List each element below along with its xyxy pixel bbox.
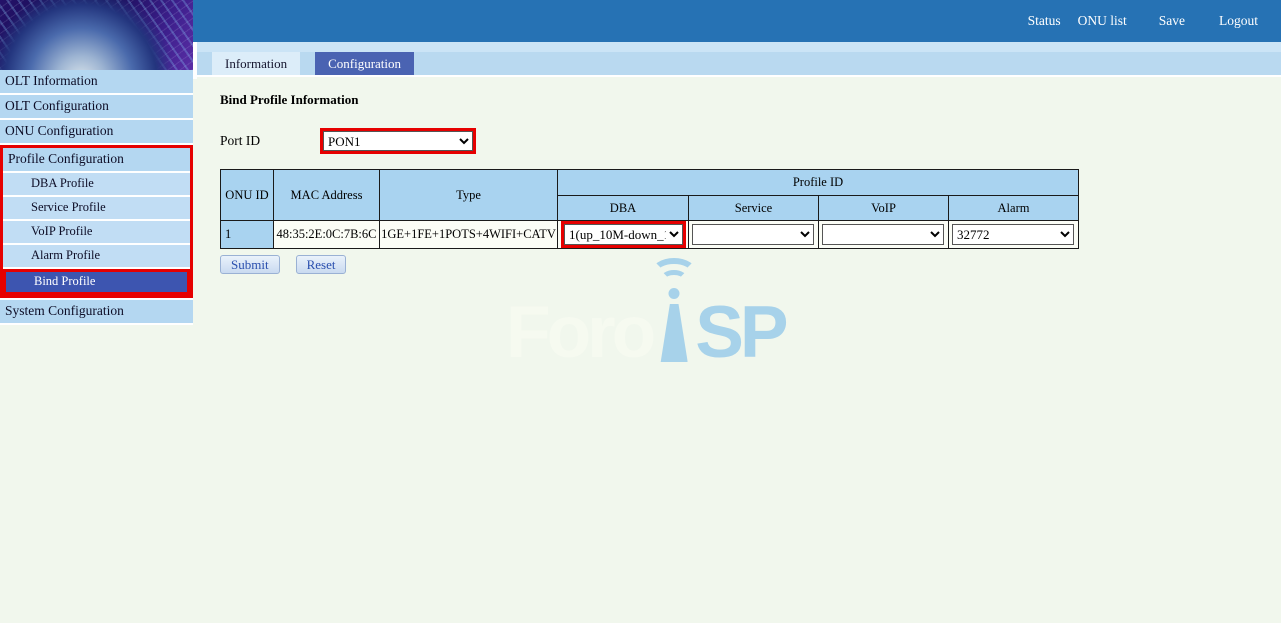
col-header-dba: DBA bbox=[557, 195, 689, 221]
sidebar-item-alarm-profile[interactable]: Alarm Profile bbox=[3, 245, 190, 267]
port-id-select[interactable]: PON1 bbox=[323, 131, 473, 151]
save-link[interactable]: Save bbox=[1158, 13, 1185, 28]
sidebar-item-profile-configuration[interactable]: Profile Configuration bbox=[3, 148, 190, 171]
sidebar-nav: OLT Information OLT Configuration ONU Co… bbox=[0, 70, 193, 325]
sidebar-item-olt-information[interactable]: OLT Information bbox=[0, 70, 193, 93]
dba-profile-select[interactable]: 1(up_10M-down_10 bbox=[564, 224, 683, 245]
globe-logo-image bbox=[0, 0, 193, 70]
status-link[interactable]: Status bbox=[1027, 13, 1061, 28]
col-header-service: Service bbox=[688, 195, 819, 221]
sidebar-item-service-profile[interactable]: Service Profile bbox=[3, 197, 190, 219]
sidebar-item-bind-profile[interactable]: Bind Profile bbox=[3, 269, 190, 295]
form-buttons: Submit Reset bbox=[220, 255, 1281, 274]
bind-profile-table: ONU ID MAC Address Type Profile ID DBA S… bbox=[220, 169, 1079, 249]
alarm-profile-select[interactable]: 32772 bbox=[952, 224, 1074, 245]
profile-configuration-highlight-box: Profile Configuration DBA Profile Servic… bbox=[0, 145, 193, 298]
reset-button[interactable]: Reset bbox=[295, 255, 347, 274]
col-header-onu-id: ONU ID bbox=[220, 169, 274, 221]
page-title: Bind Profile Information bbox=[220, 92, 359, 107]
service-profile-select[interactable] bbox=[692, 224, 814, 245]
col-header-voip: VoIP bbox=[818, 195, 949, 221]
header-substrip bbox=[197, 42, 1281, 52]
col-header-alarm: Alarm bbox=[948, 195, 1079, 221]
col-header-mac: MAC Address bbox=[273, 169, 380, 221]
voip-profile-select[interactable] bbox=[822, 224, 944, 245]
col-header-type: Type bbox=[379, 169, 558, 221]
sidebar-item-dba-profile[interactable]: DBA Profile bbox=[3, 173, 190, 195]
layout-divider bbox=[193, 42, 197, 79]
tab-configuration[interactable]: Configuration bbox=[315, 52, 415, 75]
tab-information[interactable]: Information bbox=[212, 52, 301, 75]
tab-bar: Information Configuration bbox=[197, 52, 1281, 77]
dba-highlight-box: 1(up_10M-down_10 bbox=[561, 221, 686, 248]
logout-link[interactable]: Logout bbox=[1219, 13, 1258, 28]
sidebar-item-onu-configuration[interactable]: ONU Configuration bbox=[0, 120, 193, 143]
top-bar: Status ONU list Save Logout bbox=[0, 0, 1281, 42]
cell-type: 1GE+1FE+1POTS+4WIFI+CATV bbox=[379, 220, 558, 249]
port-id-row: Port ID PON1 bbox=[220, 128, 1281, 154]
cell-mac-address: 48:35:2E:0C:7B:6C bbox=[273, 220, 380, 249]
cell-onu-id: 1 bbox=[220, 220, 274, 249]
port-id-label: Port ID bbox=[220, 133, 261, 148]
table-row: 1 48:35:2E:0C:7B:6C 1GE+1FE+1POTS+4WIFI+… bbox=[220, 220, 1079, 249]
onu-list-link[interactable]: ONU list bbox=[1077, 13, 1127, 28]
sidebar-item-olt-configuration[interactable]: OLT Configuration bbox=[0, 95, 193, 118]
col-header-profile-id: Profile ID bbox=[557, 169, 1079, 196]
submit-button[interactable]: Submit bbox=[220, 255, 280, 274]
main-content: Bind Profile Information Port ID PON1 ON… bbox=[197, 79, 1281, 623]
port-id-highlight-box: PON1 bbox=[320, 128, 476, 154]
sidebar-item-system-configuration[interactable]: System Configuration bbox=[0, 300, 193, 323]
sidebar-item-voip-profile[interactable]: VoIP Profile bbox=[3, 221, 190, 243]
